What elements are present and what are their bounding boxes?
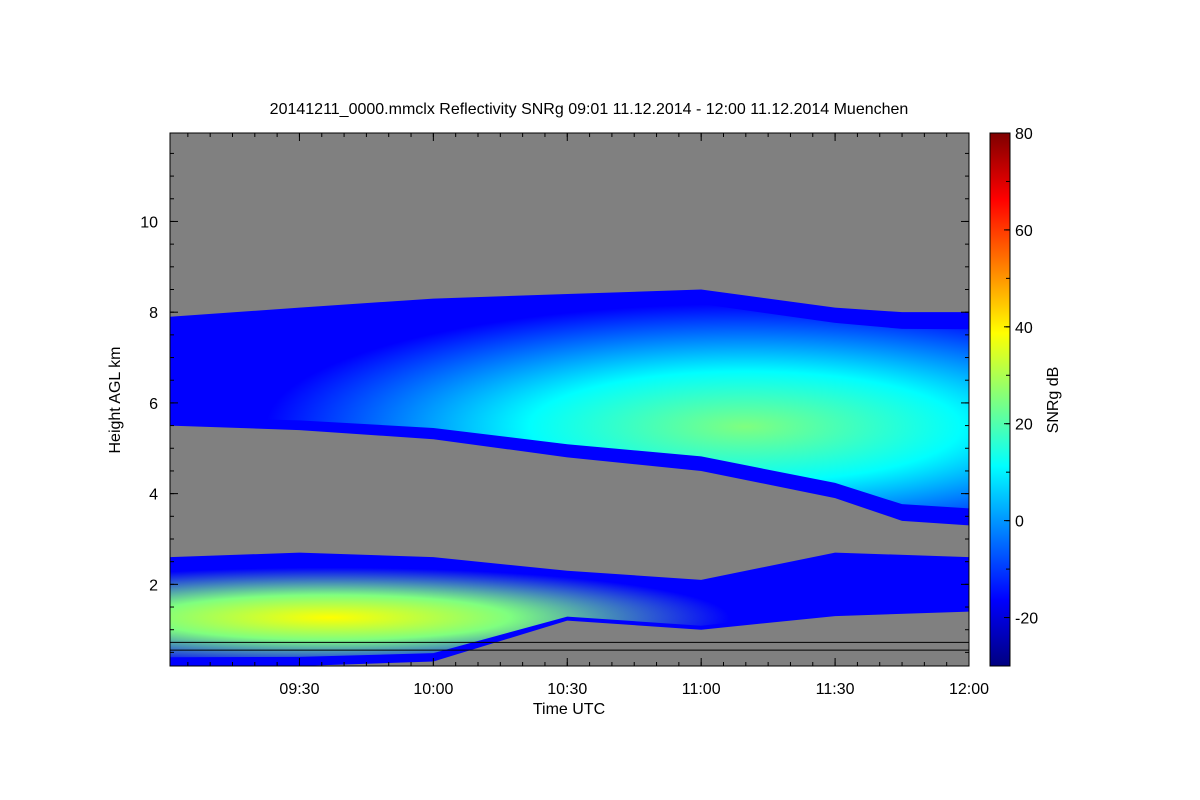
chart-title: 20141211_0000.mmclx Reflectivity SNRg 09… bbox=[270, 101, 909, 118]
colorbar-scale bbox=[989, 132, 1011, 667]
cloud-layers bbox=[170, 289, 969, 666]
y-tick-label: 4 bbox=[149, 487, 158, 504]
lower-cloud-layer-core bbox=[170, 557, 969, 658]
x-tick-label: 09:30 bbox=[279, 681, 319, 698]
reference-lines bbox=[170, 641, 969, 651]
y-tick-label: 10 bbox=[140, 214, 158, 231]
x-axis-label: Time UTC bbox=[533, 701, 605, 718]
y-tick-label: 8 bbox=[149, 305, 158, 322]
colorbar-label: SNRg dB bbox=[1045, 367, 1062, 434]
colorbar-tick-label: 60 bbox=[1015, 223, 1033, 240]
colorbar-tick-label: 20 bbox=[1015, 417, 1033, 434]
colorbar-tick-label: 0 bbox=[1015, 514, 1024, 531]
colorbar-tick-label: 40 bbox=[1015, 320, 1033, 337]
y-axis-label: Height AGL km bbox=[107, 346, 124, 453]
y-axis: 2 4 6 8 10 bbox=[140, 152, 969, 653]
y-tick-label: 2 bbox=[149, 577, 158, 594]
x-tick-label: 11:30 bbox=[816, 681, 855, 698]
x-tick-label: 10:00 bbox=[413, 681, 453, 698]
colorbar-tick-label: -20 bbox=[1015, 611, 1038, 628]
colorbar-ticks: -20 0 20 40 60 80 bbox=[1004, 126, 1038, 667]
y-tick-label: 6 bbox=[149, 396, 158, 413]
plot-frame bbox=[169, 132, 970, 667]
x-axis: 09:30 10:00 10:30 11:00 11:30 12:00 bbox=[187, 133, 989, 698]
upper-cloud-layer-core bbox=[170, 304, 969, 509]
plot-area bbox=[170, 133, 969, 666]
x-tick-label: 10:30 bbox=[547, 681, 587, 698]
colorbar-tick-label: 80 bbox=[1015, 126, 1033, 143]
colorbar: -20 0 20 40 60 80 SNRg dB bbox=[989, 126, 1062, 667]
x-tick-label: 11:00 bbox=[682, 681, 721, 698]
x-tick-label: 12:00 bbox=[949, 681, 989, 698]
